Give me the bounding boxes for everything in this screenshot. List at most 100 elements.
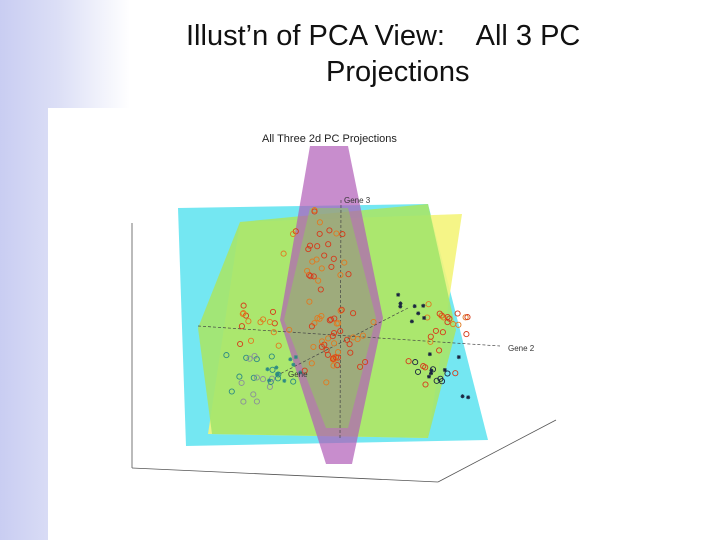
data-star bbox=[460, 394, 465, 399]
frame-line-bottom bbox=[131, 467, 439, 483]
data-point bbox=[437, 375, 444, 382]
data-point bbox=[259, 376, 267, 383]
slide-title-line-2: Projections bbox=[326, 56, 470, 88]
data-point bbox=[326, 227, 333, 234]
data-point bbox=[362, 358, 369, 366]
data-point bbox=[238, 323, 245, 330]
data-star bbox=[398, 304, 403, 309]
data-point bbox=[250, 374, 257, 381]
data-point bbox=[341, 259, 348, 266]
data-point bbox=[454, 310, 461, 317]
data-star bbox=[416, 311, 421, 316]
data-star bbox=[422, 315, 427, 320]
data-point bbox=[331, 340, 338, 347]
data-point bbox=[308, 360, 315, 367]
data-point bbox=[240, 398, 247, 405]
data-point bbox=[316, 230, 323, 237]
data-point bbox=[422, 381, 429, 388]
data-point bbox=[304, 267, 311, 274]
data-point bbox=[243, 354, 250, 361]
data-star bbox=[267, 378, 272, 383]
data-point bbox=[269, 308, 277, 315]
data-point bbox=[330, 329, 338, 337]
data-star bbox=[427, 352, 432, 357]
data-star bbox=[426, 374, 431, 379]
data-point bbox=[425, 301, 432, 308]
data-star bbox=[298, 370, 303, 375]
data-point bbox=[253, 374, 260, 381]
pca-3d-plot bbox=[131, 146, 557, 483]
data-point bbox=[334, 349, 342, 356]
data-star bbox=[398, 301, 403, 306]
data-point bbox=[328, 263, 335, 270]
data-point bbox=[310, 273, 317, 280]
data-star bbox=[291, 362, 296, 367]
data-star bbox=[293, 355, 298, 360]
slide-title: Illust’n of PCA View: All 3 PC Projectio… bbox=[140, 18, 700, 90]
data-point bbox=[307, 273, 314, 280]
data-star bbox=[429, 368, 434, 373]
data-point bbox=[306, 242, 314, 249]
data-point bbox=[335, 320, 342, 327]
axis-label-gene1: Gene bbox=[288, 370, 308, 379]
data-point bbox=[223, 352, 230, 359]
data-point bbox=[462, 314, 469, 321]
data-point bbox=[236, 373, 243, 380]
data-point bbox=[238, 379, 245, 386]
data-point bbox=[269, 366, 276, 373]
data-point bbox=[247, 337, 255, 344]
data-point bbox=[301, 367, 308, 374]
data-point bbox=[422, 364, 429, 371]
data-point bbox=[412, 359, 419, 366]
data-point bbox=[432, 327, 439, 334]
data-point bbox=[439, 329, 446, 336]
data-point bbox=[310, 343, 317, 350]
data-point bbox=[237, 340, 244, 348]
data-point bbox=[270, 329, 277, 336]
data-point bbox=[323, 379, 330, 386]
data-star bbox=[466, 395, 471, 400]
data-point bbox=[253, 398, 260, 405]
data-point bbox=[280, 250, 287, 257]
data-point bbox=[290, 378, 297, 385]
data-point bbox=[452, 370, 459, 377]
data-point bbox=[350, 334, 357, 341]
data-point bbox=[444, 313, 451, 321]
data-point bbox=[427, 333, 434, 340]
data-point bbox=[330, 355, 337, 362]
data-point bbox=[331, 315, 338, 322]
data-point bbox=[370, 318, 377, 326]
data-point bbox=[405, 358, 412, 365]
data-star bbox=[276, 371, 281, 376]
data-point bbox=[325, 241, 332, 248]
axis-label-gene3: Gene 3 bbox=[344, 196, 371, 205]
data-point bbox=[359, 332, 367, 339]
data-point bbox=[228, 388, 235, 395]
data-point bbox=[327, 316, 334, 323]
data-star bbox=[265, 367, 270, 372]
slide-title-line-1: Illust’n of PCA View: All 3 PC bbox=[186, 20, 581, 52]
data-point bbox=[246, 355, 253, 362]
data-point bbox=[347, 349, 354, 356]
gene2-axis bbox=[197, 325, 501, 347]
data-point bbox=[245, 318, 252, 325]
data-point bbox=[414, 368, 422, 375]
data-point bbox=[436, 347, 443, 354]
data-point bbox=[329, 333, 336, 340]
data-star bbox=[412, 304, 417, 309]
data-point bbox=[436, 310, 443, 317]
data-point bbox=[316, 219, 323, 226]
data-point bbox=[345, 271, 352, 278]
data-point bbox=[337, 307, 344, 314]
data-point bbox=[239, 310, 246, 317]
data-point bbox=[314, 243, 321, 250]
data-star bbox=[442, 367, 447, 372]
data-point bbox=[350, 310, 357, 317]
data-points bbox=[223, 207, 471, 405]
data-point bbox=[311, 208, 318, 215]
data-point bbox=[337, 271, 344, 279]
data-star bbox=[456, 355, 461, 360]
data-point bbox=[286, 326, 293, 333]
data-point bbox=[257, 319, 264, 326]
data-point bbox=[251, 352, 258, 360]
